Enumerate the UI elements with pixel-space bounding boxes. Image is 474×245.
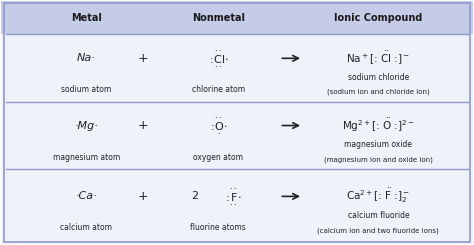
Text: Na·: Na· bbox=[77, 53, 96, 63]
Text: ·Mg·: ·Mg· bbox=[74, 121, 98, 131]
Text: $\mathregular{:\!\overset{\cdot\cdot}{\underset{\cdot\cdot}{F}}\!\cdot}$: $\mathregular{:\!\overset{\cdot\cdot}{\u… bbox=[223, 187, 242, 206]
Text: chlorine atom: chlorine atom bbox=[191, 85, 245, 94]
Text: sodium atom: sodium atom bbox=[61, 85, 111, 94]
FancyBboxPatch shape bbox=[1, 34, 473, 102]
Text: ·Ca·: ·Ca· bbox=[75, 191, 97, 201]
Text: Ca$^{2+}$[: $\ddot{\mathrm{F}}$ :]$^-_2$: Ca$^{2+}$[: $\ddot{\mathrm{F}}$ :]$^-_2$ bbox=[346, 187, 410, 206]
Text: $\mathregular{:\!\overset{\cdot\cdot}{\underset{\cdot}{O}}\!\cdot}$: $\mathregular{:\!\overset{\cdot\cdot}{\u… bbox=[208, 116, 228, 135]
Text: sodium chloride: sodium chloride bbox=[348, 73, 409, 82]
Text: (magnesium ion and oxide ion): (magnesium ion and oxide ion) bbox=[324, 156, 433, 163]
Text: $\mathregular{:\!\overset{\cdot\cdot}{\underset{\cdot\cdot}{Cl}}\!\cdot}$: $\mathregular{:\!\overset{\cdot\cdot}{\u… bbox=[207, 49, 229, 68]
Text: Mg$^{2+}$[: $\ddot{\mathrm{O}}$ :]$^{2-}$: Mg$^{2+}$[: $\ddot{\mathrm{O}}$ :]$^{2-}… bbox=[342, 117, 415, 134]
Text: (calcium ion and two fluoride ions): (calcium ion and two fluoride ions) bbox=[318, 227, 439, 233]
Text: Na$^+$[: $\ddot{\mathrm{Cl}}$ :]$^-$: Na$^+$[: $\ddot{\mathrm{Cl}}$ :]$^-$ bbox=[346, 50, 410, 67]
Text: +: + bbox=[137, 190, 148, 203]
Text: fluorine atoms: fluorine atoms bbox=[190, 223, 246, 232]
Text: Metal: Metal bbox=[71, 13, 101, 23]
Text: calcium atom: calcium atom bbox=[60, 223, 112, 232]
Text: (sodium ion and chloride ion): (sodium ion and chloride ion) bbox=[327, 89, 430, 96]
Text: calcium fluoride: calcium fluoride bbox=[347, 211, 409, 220]
FancyBboxPatch shape bbox=[1, 169, 473, 244]
Text: +: + bbox=[137, 119, 148, 132]
Text: oxygen atom: oxygen atom bbox=[193, 153, 243, 161]
Text: Ionic Compound: Ionic Compound bbox=[334, 13, 422, 23]
Text: magnesium oxide: magnesium oxide bbox=[345, 140, 412, 149]
Text: 2: 2 bbox=[191, 191, 198, 201]
Text: Nonmetal: Nonmetal bbox=[191, 13, 245, 23]
Text: magnesium atom: magnesium atom bbox=[53, 153, 120, 161]
FancyBboxPatch shape bbox=[1, 102, 473, 169]
Text: +: + bbox=[137, 52, 148, 65]
FancyBboxPatch shape bbox=[1, 1, 473, 34]
